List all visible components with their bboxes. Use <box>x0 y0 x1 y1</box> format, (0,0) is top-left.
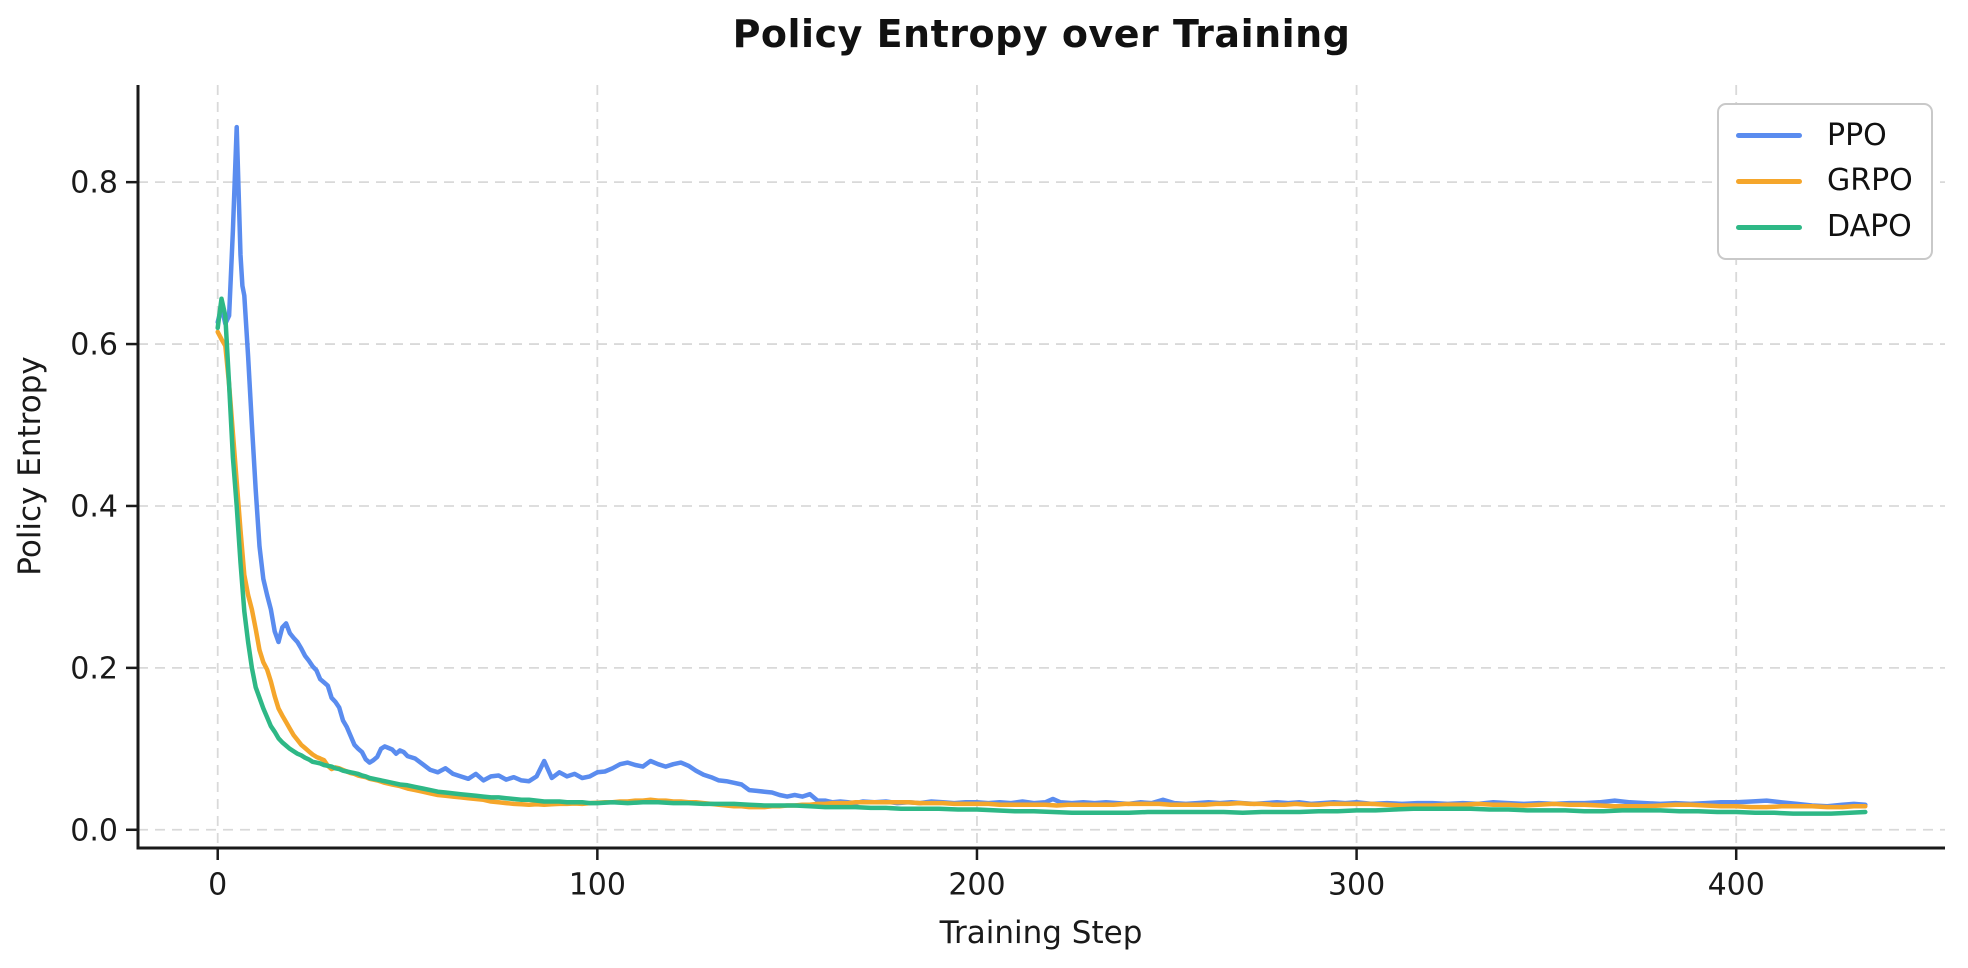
legend-row-dapo: DAPO <box>1736 212 1925 242</box>
x-tick-label: 100 <box>569 868 626 903</box>
chart-title: Policy Entropy over Training <box>732 12 1351 56</box>
y-tick-label: 0.4 <box>70 489 118 524</box>
grpo-line-swatch-icon <box>1736 178 1802 184</box>
x-tick-label: 0 <box>208 868 227 903</box>
legend: PPO GRPO DAPO <box>1717 103 1933 260</box>
series-line-ppo <box>215 124 1868 809</box>
legend-row-grpo: GRPO <box>1736 166 1925 196</box>
legend-label-dapo: DAPO <box>1827 209 1912 245</box>
dapo-line-swatch-icon <box>1736 224 1802 230</box>
legend-row-ppo: PPO <box>1736 117 1925 153</box>
series-line-dapo <box>215 296 1868 816</box>
x-tick-label: 400 <box>1708 868 1765 903</box>
y-tick-label: 0.8 <box>70 166 118 201</box>
y-tick-label: 0.0 <box>70 813 118 848</box>
y-tick-label: 0.6 <box>70 328 118 363</box>
y-tick-label: 0.2 <box>70 651 118 686</box>
ppo-line-swatch-icon <box>1736 133 1802 139</box>
legend-label-ppo: PPO <box>1827 117 1887 153</box>
legend-label-grpo: GRPO <box>1827 163 1913 199</box>
series-line-grpo <box>215 329 1868 810</box>
y-axis-label: Policy Entropy <box>12 356 48 576</box>
x-axis-label: Training Step <box>939 915 1143 951</box>
x-tick-label: 300 <box>1328 868 1385 903</box>
x-tick-label: 200 <box>948 868 1005 903</box>
